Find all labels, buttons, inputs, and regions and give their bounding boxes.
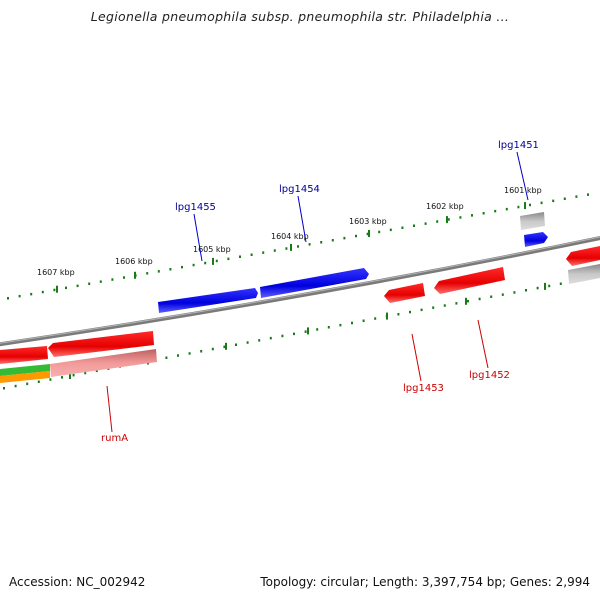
summary-text: Topology: circular; Length: 3,397,754 bp… xyxy=(260,575,590,589)
gene-lpg1451[interactable] xyxy=(524,232,548,247)
gene-lpg1452[interactable] xyxy=(434,267,505,294)
genome-backbone xyxy=(0,235,600,347)
accession-text: Accession: NC_002942 xyxy=(9,575,146,589)
label-lpg1455[interactable]: lpg1455 xyxy=(175,202,216,213)
gene-other-lower[interactable] xyxy=(568,264,600,284)
leader-lpg1455 xyxy=(193,213,203,262)
map-title: Legionella pneumophila subsp. pneumophil… xyxy=(90,9,510,24)
label-rumA[interactable]: rumA xyxy=(101,433,128,444)
tick-label-1601: 1601 kbp xyxy=(504,186,542,195)
leader-rumA xyxy=(106,385,113,433)
tick-label-1607: 1607 kbp xyxy=(37,268,75,277)
label-lpg1452[interactable]: lpg1452 xyxy=(469,370,510,381)
gene-lpg1453[interactable] xyxy=(384,283,425,303)
feature-orange-strip[interactable] xyxy=(0,371,50,383)
tick-label-1604: 1604 kbp xyxy=(271,232,309,241)
feature-green-strip[interactable] xyxy=(0,364,50,376)
tick-label-1605: 1605 kbp xyxy=(193,245,231,254)
gene-rumA[interactable] xyxy=(0,346,48,364)
leader-lpg1451 xyxy=(516,151,529,201)
tick-label-1602: 1602 kbp xyxy=(426,202,464,211)
leader-lpg1452 xyxy=(477,319,489,369)
upper-scale-track xyxy=(7,193,589,300)
leader-lpg1453 xyxy=(411,333,422,382)
tick-label-1603: 1603 kbp xyxy=(349,217,387,226)
label-lpg1454[interactable]: lpg1454 xyxy=(279,184,320,195)
gene-red-right[interactable] xyxy=(566,246,600,266)
gene-red-left[interactable] xyxy=(48,331,154,357)
gene-lpg1454[interactable] xyxy=(260,268,369,298)
tick-label-1606: 1606 kbp xyxy=(115,257,153,266)
label-lpg1453[interactable]: lpg1453 xyxy=(403,383,444,394)
gene-pink-left[interactable] xyxy=(50,349,157,377)
leader-lpg1454 xyxy=(297,195,307,243)
gene-lpg1455[interactable] xyxy=(158,288,258,313)
label-lpg1451[interactable]: lpg1451 xyxy=(498,140,539,151)
genome-backbone-highlight xyxy=(0,236,600,344)
gene-other-upper[interactable] xyxy=(520,212,545,230)
